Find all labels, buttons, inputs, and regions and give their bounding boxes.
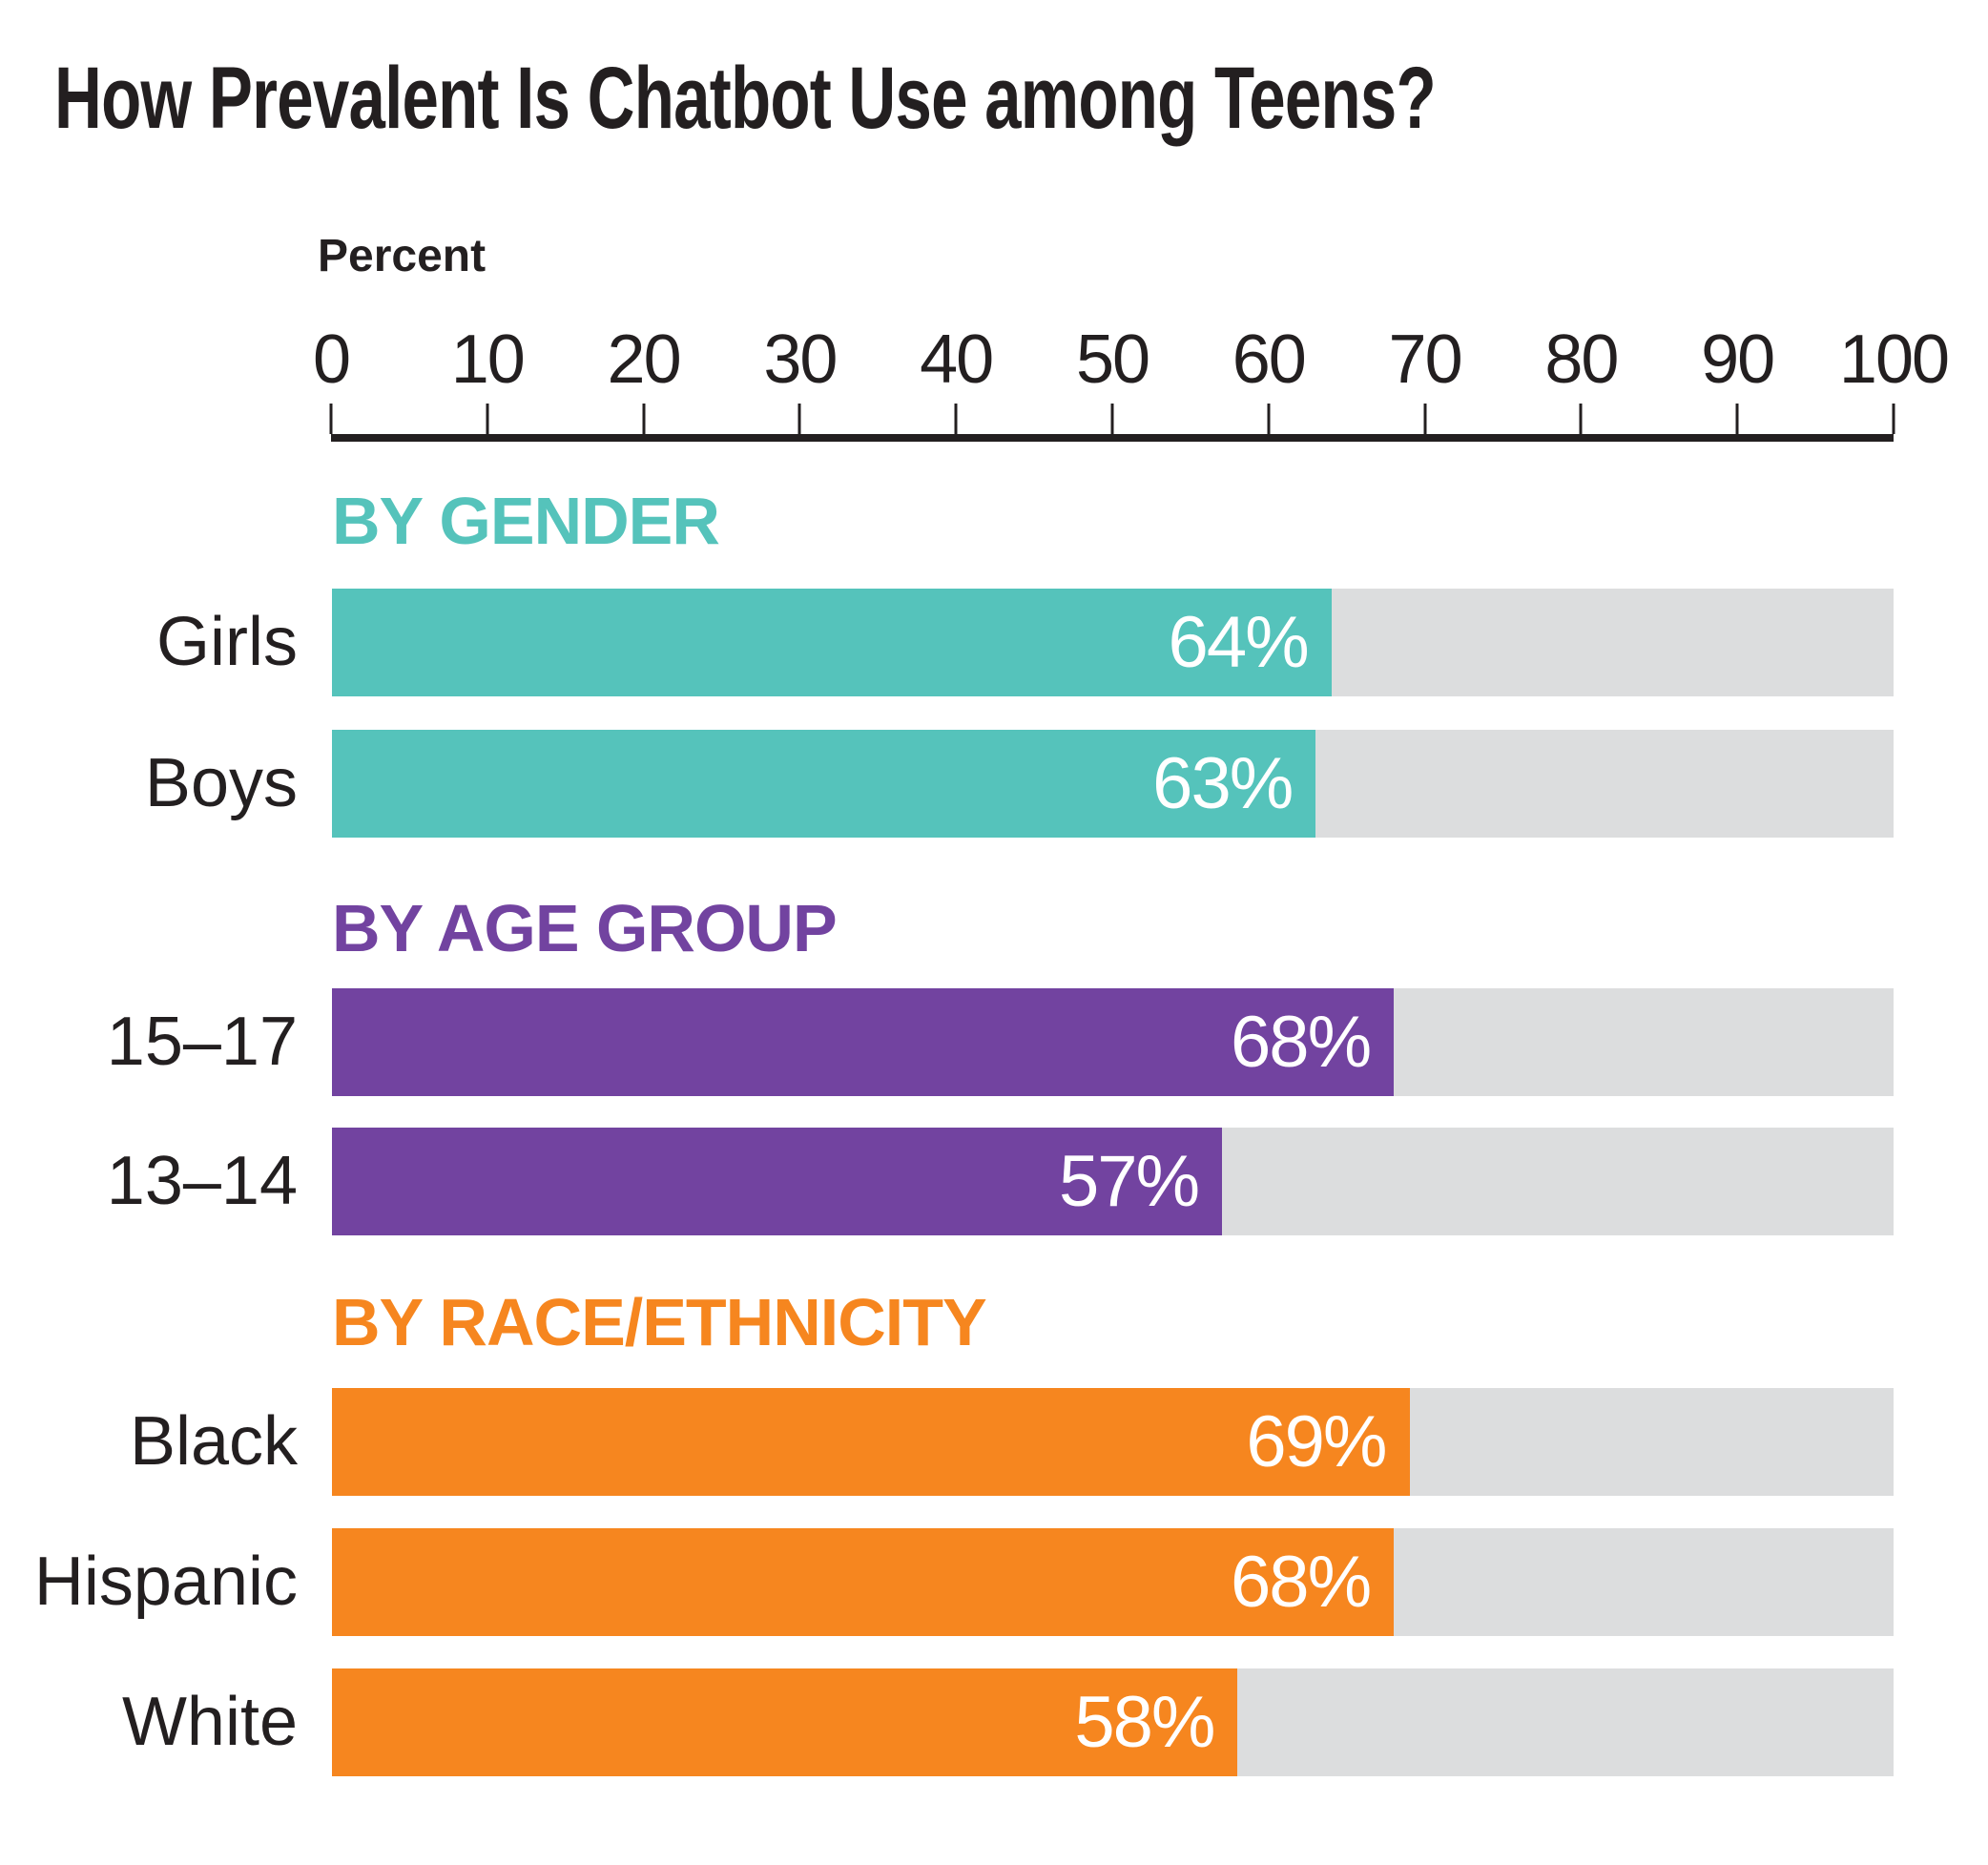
bar-fill: 68% (332, 988, 1395, 1096)
group-heading-gender: BY GENDER (332, 484, 720, 558)
axis-tick (1579, 404, 1583, 434)
row-label: 13–14 (106, 1143, 298, 1219)
bar-row-white: White 58% (0, 1668, 1988, 1776)
bar-row-black: Black 69% (0, 1388, 1988, 1496)
row-label: Black (129, 1403, 298, 1480)
bar-fill: 64% (332, 589, 1332, 696)
axis-tick (642, 404, 646, 434)
bar-row-girls: Girls 64% (0, 589, 1988, 696)
bar-track: 68% (332, 988, 1894, 1096)
axis-tick-label: 10 (450, 321, 526, 398)
bar-track: 64% (332, 589, 1894, 696)
bar-row-boys: Boys 63% (0, 730, 1988, 838)
row-label: 15–17 (106, 1004, 298, 1080)
bar-value-label: 57% (1058, 1141, 1200, 1222)
bar-row-13-14: 13–14 57% (0, 1128, 1988, 1235)
axis-tick-label: 50 (1075, 321, 1150, 398)
axis-tick (1423, 404, 1427, 434)
axis-tick (1735, 404, 1739, 434)
bar-row-15-17: 15–17 68% (0, 988, 1988, 1096)
bar-value-label: 68% (1231, 1542, 1372, 1623)
bar-fill: 68% (332, 1528, 1395, 1636)
axis-tick-label: 30 (763, 321, 838, 398)
axis-tick (797, 404, 801, 434)
axis-tick-label: 100 (1838, 321, 1950, 398)
bar-fill: 58% (332, 1668, 1238, 1776)
bar-value-label: 64% (1168, 602, 1310, 683)
group-heading-age: BY AGE GROUP (332, 891, 838, 965)
plot-area: 0 10 20 30 40 50 60 70 80 90 100 (313, 0, 1950, 1865)
row-label: Hispanic (33, 1544, 298, 1620)
axis-tick (1110, 404, 1114, 434)
bar-track: 69% (332, 1388, 1894, 1496)
chart-title: How Prevalent Is Chatbot Use among Teens… (54, 50, 1437, 147)
bar-fill: 57% (332, 1128, 1223, 1235)
bar-track: 58% (332, 1668, 1894, 1776)
axis-title: Percent (318, 231, 487, 281)
bar-value-label: 69% (1246, 1401, 1387, 1482)
axis-tick-label: 90 (1701, 321, 1775, 398)
bar-value-label: 63% (1152, 743, 1294, 824)
axis-line (331, 434, 1894, 442)
bar-fill: 63% (332, 730, 1316, 838)
bar-track: 57% (332, 1128, 1894, 1235)
axis-tick (329, 404, 333, 434)
bar-track: 63% (332, 730, 1894, 838)
axis-tick-label: 70 (1388, 321, 1463, 398)
axis-tick-label: 80 (1544, 321, 1619, 398)
bar-row-hispanic: Hispanic 68% (0, 1528, 1988, 1636)
bar-fill: 69% (332, 1388, 1410, 1496)
axis-tick (1892, 404, 1895, 434)
row-label: Boys (144, 745, 298, 821)
bar-value-label: 58% (1074, 1682, 1215, 1763)
group-heading-race-ethnicity: BY RACE/ETHNICITY (332, 1285, 987, 1359)
axis-tick-label: 0 (312, 321, 351, 398)
row-label: White (121, 1684, 298, 1760)
axis-tick (1267, 404, 1271, 434)
row-label: Girls (156, 604, 298, 680)
axis-tick-label: 60 (1232, 321, 1307, 398)
axis-tick (954, 404, 958, 434)
axis-tick-label: 20 (607, 321, 682, 398)
axis-tick (486, 404, 489, 434)
bar-track: 68% (332, 1528, 1894, 1636)
bar-value-label: 68% (1231, 1002, 1372, 1083)
axis-tick-label: 40 (920, 321, 994, 398)
